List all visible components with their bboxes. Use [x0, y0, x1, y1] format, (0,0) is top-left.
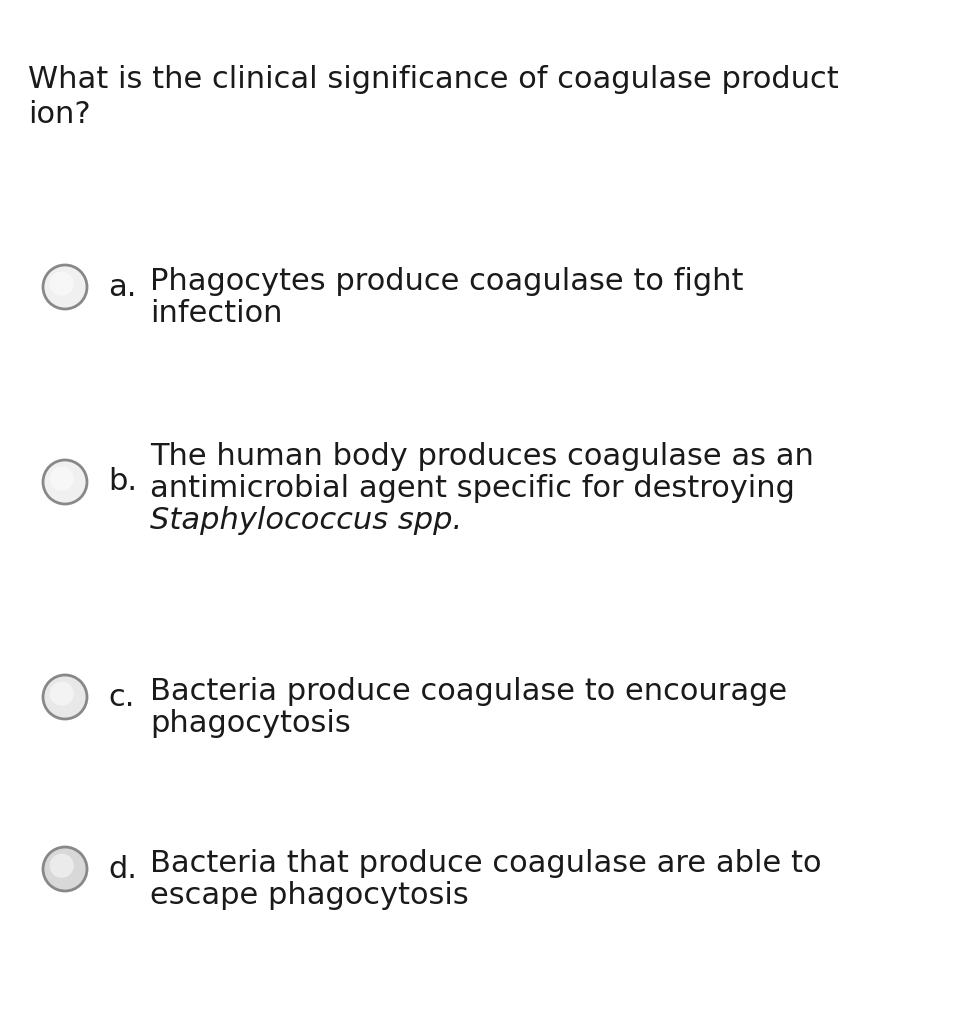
Circle shape: [50, 467, 74, 491]
Circle shape: [43, 675, 87, 719]
Text: b.: b.: [108, 468, 137, 496]
Circle shape: [50, 681, 74, 706]
Circle shape: [43, 265, 87, 309]
Text: infection: infection: [150, 299, 283, 328]
Text: a.: a.: [108, 273, 136, 301]
Text: Phagocytes produce coagulase to fight: Phagocytes produce coagulase to fight: [150, 267, 744, 296]
Text: d.: d.: [108, 854, 136, 884]
Circle shape: [43, 847, 87, 891]
Text: What is the clinical significance of coagulase product: What is the clinical significance of coa…: [28, 65, 838, 94]
Text: The human body produces coagulase as an: The human body produces coagulase as an: [150, 442, 814, 471]
Circle shape: [50, 853, 74, 878]
Text: Bacteria produce coagulase to encourage: Bacteria produce coagulase to encourage: [150, 677, 787, 706]
Text: phagocytosis: phagocytosis: [150, 709, 351, 738]
Circle shape: [43, 460, 87, 504]
Text: escape phagocytosis: escape phagocytosis: [150, 881, 469, 910]
Text: Staphylococcus spp.: Staphylococcus spp.: [150, 506, 462, 535]
Text: ion?: ion?: [28, 100, 91, 129]
Circle shape: [50, 272, 74, 296]
Text: c.: c.: [108, 682, 135, 712]
Text: antimicrobial agent specific for destroying: antimicrobial agent specific for destroy…: [150, 474, 795, 503]
Text: Bacteria that produce coagulase are able to: Bacteria that produce coagulase are able…: [150, 849, 822, 878]
